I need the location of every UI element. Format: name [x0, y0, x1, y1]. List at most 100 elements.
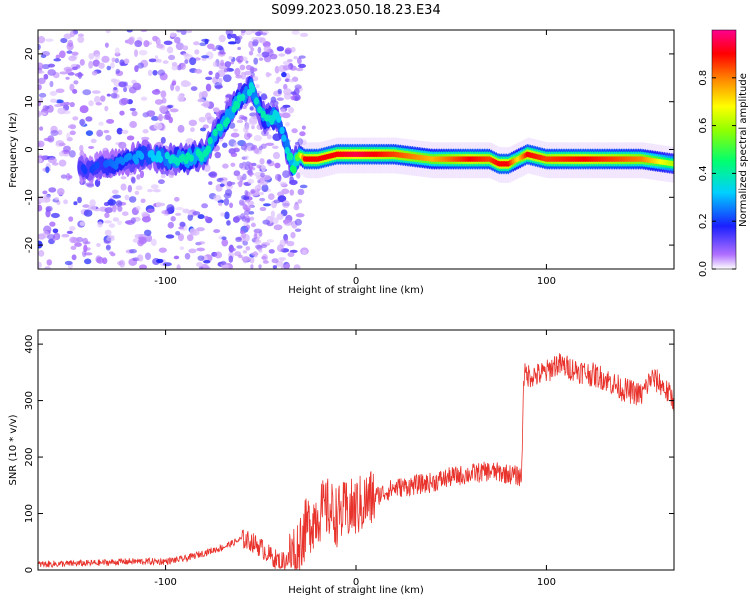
- spectrogram-noise-blob: [242, 250, 247, 254]
- spectrogram-noise-blob: [171, 64, 178, 71]
- spectrogram-noise-blob: [200, 103, 209, 107]
- spectrogram-noise-blob: [104, 212, 110, 219]
- spectrogram-noise-blob: [226, 66, 231, 72]
- spectrogram-noise-blob: [238, 180, 243, 188]
- spectrogram-noise-blob: [68, 216, 74, 222]
- spectrogram-noise-blob: [82, 204, 90, 208]
- spectrogram-noise-blob: [90, 138, 97, 144]
- spectrogram-noise-blob: [179, 246, 185, 250]
- spectrogram-noise-blob: [88, 60, 94, 69]
- colorbar-tick-label: 0.8: [698, 70, 709, 86]
- spectrogram-noise-blob: [267, 193, 275, 201]
- spectrogram-noise-blob: [256, 188, 260, 192]
- spectrogram-noise-blob: [63, 33, 72, 40]
- spectrogram-noise-blob: [46, 259, 53, 266]
- spectrogram-noise-blob: [249, 256, 255, 264]
- spectrogram-noise-blob: [201, 55, 210, 59]
- spectrogram-noise-blob: [260, 244, 268, 249]
- spectrogram-noise-blob: [255, 84, 260, 89]
- spectrogram-noise-blob: [59, 71, 69, 75]
- spectrogram-noise-blob: [91, 90, 101, 94]
- spectrogram-noise-blob: [43, 73, 49, 80]
- spectrogram-noise-blob: [79, 119, 85, 126]
- spectrogram-noise-blob: [38, 35, 46, 44]
- spectrogram-ridge-point: [212, 128, 218, 137]
- spectrogram-noise-blob: [228, 148, 236, 155]
- spectrogram-noise-blob: [147, 69, 153, 77]
- spectrogram-noise-blob: [254, 230, 258, 236]
- spectrogram-noise-blob: [167, 221, 174, 229]
- spectrogram-noise-blob: [220, 260, 227, 266]
- spectrogram-noise-blob: [244, 164, 251, 171]
- spectrogram-noise-blob: [55, 88, 65, 94]
- spectrogram-noise-blob: [38, 97, 44, 103]
- spectrogram-noise-blob: [271, 258, 279, 264]
- spectrogram-noise-blob: [248, 50, 254, 56]
- spectrogram-noise-blob: [84, 241, 91, 245]
- spectrogram-noise-blob: [182, 52, 190, 57]
- spectrogram-noise-blob: [196, 247, 205, 252]
- spectrogram-noise-blob: [87, 205, 97, 211]
- spectrogram-noise-blob: [170, 83, 175, 91]
- spectrogram-ridge-point: [281, 134, 287, 142]
- spectrogram-noise-blob: [297, 188, 305, 196]
- spectrogram-noise-blob: [93, 95, 101, 104]
- spectrogram-noise-blob: [126, 30, 133, 33]
- spectrogram-noise-blob: [280, 108, 286, 113]
- spectrogram-noise-blob: [259, 206, 267, 212]
- spectrogram-noise-blob: [284, 236, 289, 244]
- spectrogram-x-tick-label: 0: [353, 276, 359, 287]
- spectrogram-noise-blob: [228, 55, 233, 60]
- spectrogram-noise-blob: [277, 174, 282, 183]
- spectrogram-noise-blob: [112, 204, 117, 213]
- spectrogram-noise-blob: [65, 76, 70, 80]
- spectrogram-noise-blob: [83, 209, 93, 217]
- spectrogram-noise-blob: [79, 221, 86, 226]
- spectrogram-noise-blob: [221, 142, 228, 148]
- spectrogram-noise-blob: [50, 130, 59, 136]
- spectrogram-ridge-point: [138, 152, 145, 160]
- spectrogram-noise-blob: [284, 49, 292, 55]
- snr-series-line: [38, 353, 674, 570]
- spectrogram-noise-blob: [58, 142, 66, 147]
- spectrogram-noise-blob: [266, 239, 275, 243]
- spectrogram-noise-blob: [261, 256, 267, 260]
- spectrogram-noise-blob: [252, 39, 259, 46]
- spectrogram-noise-blob: [157, 69, 166, 76]
- spectrogram-noise-blob: [152, 35, 159, 42]
- spectrogram-noise-blob: [120, 97, 130, 105]
- spectrogram-noise-blob: [175, 212, 182, 216]
- spectrogram-noise-blob: [105, 134, 112, 141]
- spectrogram-noise-blob: [135, 185, 143, 191]
- spectrogram-noise-blob: [186, 30, 193, 34]
- spectrogram-noise-blob: [45, 166, 50, 174]
- spectrogram-noise-blob: [43, 194, 51, 200]
- spectrogram-ridge-point: [250, 85, 256, 93]
- spectrogram-noise-blob: [237, 46, 242, 51]
- spectrogram-noise-blob: [239, 55, 244, 63]
- spectrogram-noise-blob: [66, 42, 74, 51]
- spectrogram-ridge-point: [253, 97, 260, 105]
- spectrogram-noise-blob: [158, 247, 167, 253]
- spectrogram-noise-blob: [134, 65, 139, 73]
- spectrogram-noise-blob: [41, 50, 51, 57]
- spectrogram-noise-blob: [146, 234, 153, 243]
- spectrogram-ridge-point: [234, 101, 241, 109]
- snr-y-ticks: 0 100 200 300 400: [24, 335, 674, 573]
- spectrogram-noise-blob: [278, 53, 286, 57]
- spectrogram-noise-blob: [199, 42, 207, 47]
- spectrogram-noise-blob: [38, 157, 43, 164]
- spectrogram-noise-blob: [187, 211, 193, 216]
- spectrogram-noise-blob: [274, 162, 281, 169]
- spectrogram-noise-blob: [134, 49, 139, 57]
- spectrogram-ridge-point: [94, 161, 100, 169]
- spectrogram-noise-blob: [228, 122, 236, 129]
- spectrogram-noise-blob: [299, 184, 308, 189]
- spectrogram-noise-blob: [166, 204, 175, 212]
- spectrogram-noise-blob: [96, 129, 104, 137]
- spectrogram-noise-blob: [127, 184, 133, 193]
- snr-marks: [38, 353, 674, 570]
- spectrogram-noise-blob: [255, 190, 260, 195]
- spectrogram-noise-blob: [256, 164, 262, 169]
